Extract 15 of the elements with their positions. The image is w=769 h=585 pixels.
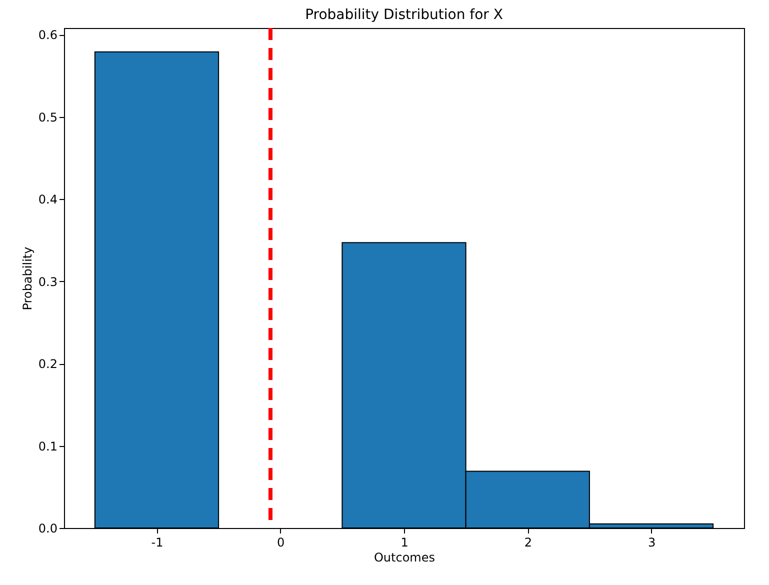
- y-tick-label: 0.5: [38, 110, 58, 124]
- y-tick-label: 0.4: [38, 192, 58, 207]
- chart-title: Probability Distribution for X: [305, 7, 504, 23]
- y-tick-label: 0.6: [38, 28, 58, 42]
- y-tick-label: 0.3: [38, 274, 58, 289]
- x-tick-label: 2: [524, 536, 532, 550]
- x-tick-label: 1: [400, 536, 408, 550]
- y-axis-title: Probability: [20, 246, 34, 310]
- y-tick-label: 0.2: [38, 357, 58, 372]
- x-axis-title: Outcomes: [374, 550, 436, 564]
- y-tick-label: 0.0: [38, 522, 58, 536]
- x-tick-label: 3: [648, 536, 656, 550]
- x-tick-label: -1: [151, 536, 164, 550]
- x-tick-label: 0: [277, 536, 285, 550]
- y-tick-label: 0.1: [38, 439, 58, 454]
